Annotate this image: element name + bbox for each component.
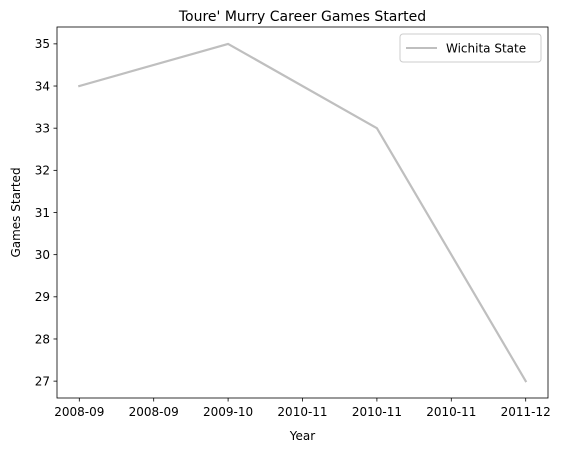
y-tick-label: 32 bbox=[35, 164, 50, 178]
x-axis-label: Year bbox=[289, 429, 315, 443]
y-tick-label: 34 bbox=[35, 79, 50, 93]
x-tick-label: 2011-12 bbox=[501, 405, 551, 419]
x-tick-label: 2008-09 bbox=[129, 405, 179, 419]
y-tick-label: 35 bbox=[35, 37, 50, 51]
x-tick-label: 2010-11 bbox=[277, 405, 327, 419]
y-tick-label: 30 bbox=[35, 248, 50, 262]
x-ticks: 2008-09 2008-09 2009-10 2010-11 2010-11 2010-… bbox=[54, 398, 551, 419]
y-tick-label: 27 bbox=[35, 374, 50, 388]
y-tick-label: 33 bbox=[35, 121, 50, 135]
y-tick-label: 29 bbox=[35, 290, 50, 304]
plot-lines bbox=[77, 42, 528, 383]
y-axis-label-group: Games Started bbox=[9, 167, 23, 257]
series-line-wichita-state bbox=[77, 42, 528, 383]
legend-box bbox=[399, 33, 542, 63]
plot-frame bbox=[56, 26, 549, 399]
y-ticks: 27 28 29 30 31 32 33 34 35 bbox=[35, 37, 57, 388]
y-tick-label: 28 bbox=[35, 332, 50, 346]
legend-label-wichita-state: Wichita State bbox=[446, 42, 526, 56]
x-tick-label: 2009-10 bbox=[203, 405, 253, 419]
x-tick-label: 2010-11 bbox=[352, 405, 402, 419]
legend: Wichita State bbox=[399, 33, 542, 63]
chart-title: Toure' Murry Career Games Started bbox=[178, 9, 426, 25]
y-tick-label: 31 bbox=[35, 206, 50, 220]
x-tick-label: 2008-09 bbox=[54, 405, 104, 419]
x-tick-label: 2010-11 bbox=[426, 405, 476, 419]
y-axis-label: Games Started bbox=[9, 167, 23, 257]
